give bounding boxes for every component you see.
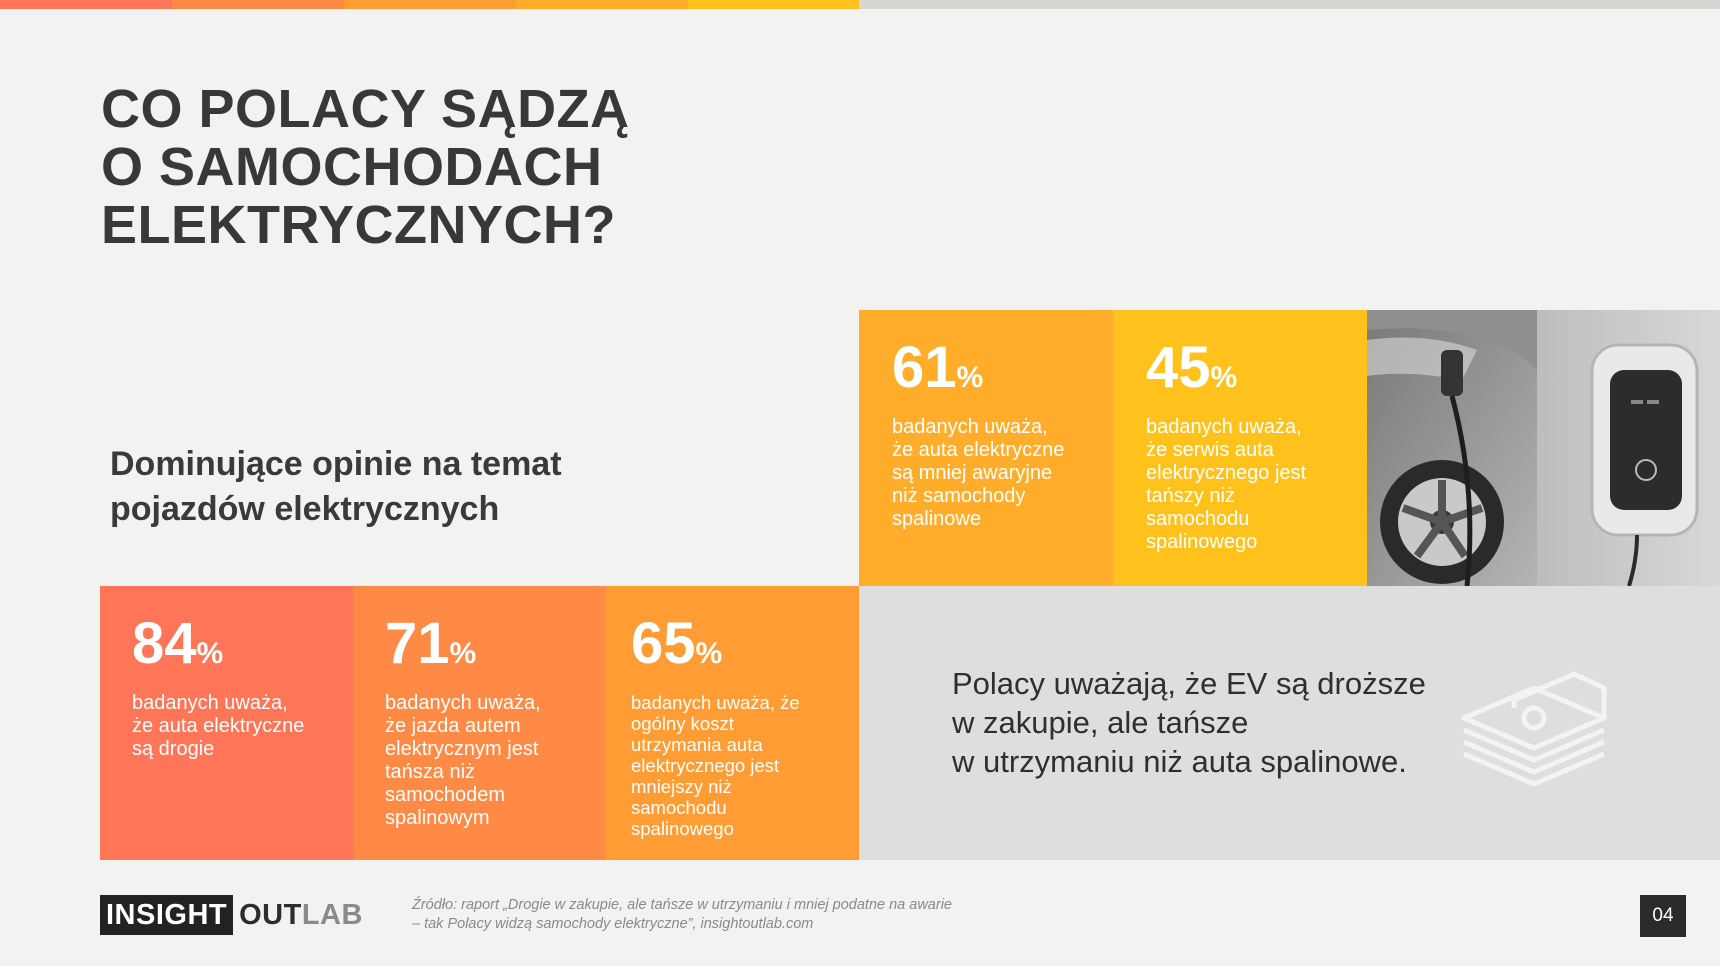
stat-tile-71: 71% badanych uważa, że jazda autem elektry… <box>353 586 606 860</box>
title-line-2: O SAMOCHODACH <box>101 137 603 197</box>
stat-tile-84: 84% badanych uważa, że auta elektryczne są… <box>100 586 353 860</box>
summary-line-1: Polacy uważają, że EV są droższe <box>952 666 1426 701</box>
stat-value: 61% <box>892 335 984 400</box>
ev-charging-image <box>1367 310 1720 586</box>
source-note: Źródło: raport „Drogie w zakupie, ale ta… <box>412 896 1012 934</box>
logo-lab: LAB <box>301 898 363 931</box>
stat-value: 65% <box>631 611 723 676</box>
ev-charging-photo <box>1367 310 1720 586</box>
progress-seg-4 <box>516 0 688 9</box>
summary-line-3: w utrzymaniu niż auta spalinowe. <box>952 744 1407 779</box>
top-progress-bar <box>0 0 1720 9</box>
stat-value: 45% <box>1146 335 1238 400</box>
stat-description: badanych uważa, że auta elektryczne są mni… <box>892 416 1065 530</box>
summary-panel: Polacy uważają, że EV są droższe w zakup… <box>859 586 1720 860</box>
stat-description: badanych uważa, że auta elektryczne są dro… <box>132 692 305 760</box>
progress-seg-1 <box>0 0 172 9</box>
page-number: 04 <box>1640 895 1686 937</box>
progress-seg-2 <box>172 0 344 9</box>
logo-out: OUT <box>239 898 302 931</box>
stat-description: badanych uważa, że jazda autem elektryczny… <box>385 692 541 829</box>
stat-description: badanych uważa, że serwis auta elektryczne… <box>1146 416 1307 553</box>
source-line-1: Źródło: raport „Drogie w zakupie, ale ta… <box>412 897 952 913</box>
title-line-3: ELEKTRYCZNYCH? <box>101 195 616 255</box>
stat-description: badanych uważa, że ogólny koszt utrzymania… <box>631 692 800 839</box>
logo-insight: INSIGHT <box>100 895 234 935</box>
title-line-1: CO POLACY SĄDZĄ <box>101 79 630 139</box>
subtitle-line-2: pojazdów elektrycznych <box>110 490 500 528</box>
section-subtitle: Dominujące opinie na temat pojazdów elek… <box>110 442 670 532</box>
source-line-2: – tak Polacy widzą samochody elektryczne… <box>412 916 814 932</box>
subtitle-line-1: Dominujące opinie na temat <box>110 445 562 483</box>
stat-tile-45: 45% badanych uważa, że serwis auta elektry… <box>1113 310 1367 586</box>
brand-logo: INSIGHT OUT LAB <box>100 895 363 935</box>
stat-tile-65: 65% badanych uważa, że ogólny koszt utrzym… <box>606 586 859 860</box>
page-title: CO POLACY SĄDZĄ O SAMOCHODACH ELEKTRYCZN… <box>101 80 801 254</box>
summary-line-2: w zakupie, ale tańsze <box>952 705 1249 740</box>
progress-seg-5 <box>688 0 859 9</box>
summary-text: Polacy uważają, że EV są droższe w zakup… <box>952 664 1512 781</box>
money-stack-icon <box>1461 671 1607 787</box>
stat-value: 84% <box>132 611 224 676</box>
stat-value: 71% <box>385 611 477 676</box>
progress-seg-3 <box>344 0 516 9</box>
stat-tile-61: 61% badanych uważa, że auta elektryczne są… <box>859 310 1113 586</box>
